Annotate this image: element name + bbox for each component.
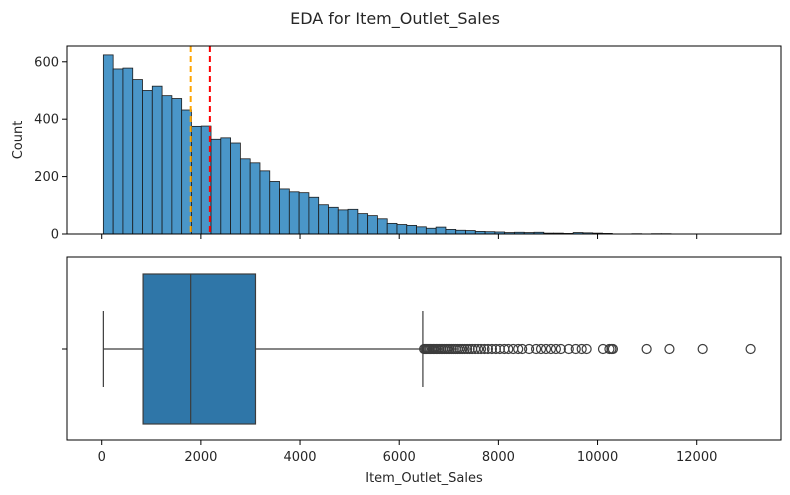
outlier-point <box>745 343 756 355</box>
boxplot-panel: 0 2000 4000 6000 8000 10000 12000 Item_Outlet_… <box>62 256 782 486</box>
histogram-bar <box>357 213 369 235</box>
outlier-point <box>581 343 592 355</box>
histogram-bar <box>396 224 408 235</box>
figure-title: EDA for Item_Outlet_Sales <box>290 9 500 29</box>
histogram-bar <box>416 226 427 235</box>
x-tick-label: 6000 <box>383 450 416 465</box>
histogram-bar <box>230 142 241 235</box>
outlier-point <box>550 343 561 355</box>
histogram-bar <box>239 158 251 235</box>
histogram-bar <box>455 229 466 235</box>
histogram-bar <box>279 188 290 235</box>
histogram-frame <box>66 45 782 235</box>
histogram-bar <box>406 224 417 235</box>
outlier-point <box>641 343 652 355</box>
histogram-bar <box>465 230 476 235</box>
histogram-bar <box>269 181 280 235</box>
outlier-point <box>457 343 468 355</box>
y-tick-label: 600 <box>34 55 59 70</box>
outlier-point <box>459 343 470 355</box>
outlier-point <box>462 343 473 355</box>
histogram-bar <box>210 138 222 235</box>
histogram-bar <box>337 209 349 235</box>
histogram-bar <box>367 215 378 235</box>
histogram-bar <box>102 54 114 235</box>
outlier-point <box>555 343 566 355</box>
x-tick-label: 12000 <box>676 450 717 465</box>
outlier-point <box>545 343 557 355</box>
boxplot-x-label: Item_Outlet_Sales <box>365 471 483 486</box>
histogram-bar <box>308 196 320 235</box>
outlier-point <box>479 343 490 355</box>
outlier-point <box>530 343 542 355</box>
histogram-bar <box>122 67 134 235</box>
histogram-bar <box>298 192 310 235</box>
histogram-bar <box>377 218 388 235</box>
x-tick-label: 10000 <box>577 450 618 465</box>
outlier-point <box>475 343 487 355</box>
outlier-point <box>664 343 675 355</box>
histogram-bar <box>328 206 339 235</box>
histogram-bars <box>102 54 672 235</box>
boxplot-x-ticks: 0 2000 4000 6000 8000 10000 12000 <box>98 440 717 465</box>
outlier-point <box>503 343 514 355</box>
outlier-point <box>697 343 708 355</box>
histogram-bar <box>435 226 447 235</box>
histogram-panel: 0 200 400 600 Count <box>11 45 782 243</box>
y-tick-label: 200 <box>34 170 59 185</box>
histogram-bar <box>347 208 359 235</box>
iqr-box <box>142 273 257 425</box>
outlier-point <box>517 343 528 355</box>
outlier-point <box>472 343 484 355</box>
x-tick-label: 4000 <box>283 450 316 465</box>
histogram-bar <box>191 125 202 235</box>
outlier-point <box>535 343 547 355</box>
boxplot-elements <box>102 273 424 425</box>
histogram-bar <box>288 191 300 235</box>
histogram-bar <box>142 90 153 235</box>
outlier-point <box>513 343 524 355</box>
outlier-point <box>482 343 494 355</box>
y-tick-label: 400 <box>34 113 59 128</box>
outlier-point <box>576 343 587 355</box>
outlier-point <box>570 343 581 355</box>
outlier-point <box>563 343 574 355</box>
outlier-point <box>486 343 498 355</box>
histogram-bar <box>386 222 398 235</box>
histogram-bar <box>220 137 231 235</box>
histogram-bar <box>151 85 163 235</box>
outlier-point <box>540 343 552 355</box>
outlier-point <box>607 343 619 355</box>
outlier-point <box>524 343 535 355</box>
x-tick-label: 0 <box>98 450 106 465</box>
histogram-bar <box>445 229 457 235</box>
y-tick-label: 0 <box>51 228 59 243</box>
histogram-bar <box>318 204 329 235</box>
boxplot-outliers <box>419 343 756 355</box>
histogram-bar <box>259 170 271 235</box>
histogram-bar <box>112 68 124 235</box>
histogram-bar <box>161 95 173 235</box>
histogram-bar <box>171 98 183 235</box>
x-tick-label: 2000 <box>184 450 217 465</box>
histogram-bar <box>249 162 261 235</box>
x-tick-label: 8000 <box>482 450 515 465</box>
histogram-y-label: Count <box>11 121 26 160</box>
histogram-x-ticks <box>101 234 698 239</box>
histogram-y-ticks: 0 200 400 600 <box>34 55 67 243</box>
histogram-bar <box>425 227 437 235</box>
histogram-bar <box>132 79 143 235</box>
